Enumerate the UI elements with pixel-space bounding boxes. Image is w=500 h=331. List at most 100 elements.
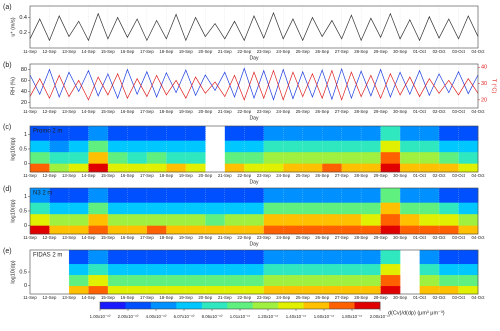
x-tick-label: 28-Sep — [354, 295, 368, 300]
x-tick-label: 13-Sep — [62, 235, 76, 240]
x-tick-label: 30-Sep — [393, 173, 407, 178]
heatmap-cell — [68, 188, 89, 203]
x-tick-label: 15-Sep — [101, 49, 115, 54]
heatmap-cell — [224, 151, 245, 164]
x-tick-label: 17-Sep — [140, 295, 154, 300]
x-tick-label: 02-Oct — [433, 235, 447, 240]
colorbar-tick-label: 1.80x10⁻¹⁷ — [342, 314, 363, 319]
heatmap-cell — [361, 202, 381, 215]
y-tick-label: 40 — [21, 89, 27, 95]
x-tick-label: 01-Oct — [413, 49, 427, 54]
heatmap-cell — [400, 140, 420, 153]
x-tick-label: 29-Sep — [374, 295, 388, 300]
heatmap-cell — [30, 225, 50, 235]
colorbar-tick-label: 2.00x10⁻¹⁷ — [370, 314, 391, 319]
heatmap-cell — [283, 263, 303, 276]
heatmap-cell — [107, 188, 128, 203]
heatmap-cell — [127, 263, 148, 276]
heatmap-cell — [361, 250, 381, 265]
heatmap-cell — [88, 163, 109, 173]
heatmap-cell — [419, 274, 440, 287]
colorbar-swatch — [100, 302, 126, 309]
heatmap-cell — [127, 151, 148, 164]
heatmap-cell — [107, 202, 128, 215]
x-tick-label: 20-Sep — [198, 109, 212, 114]
x-tick-label: 27-Sep — [335, 109, 349, 114]
heatmap-cell — [30, 202, 50, 215]
heatmap-cell — [283, 213, 303, 226]
heatmap-cell — [166, 225, 187, 235]
heatmap-cell — [302, 225, 323, 235]
x-tick-label: 21-Sep — [218, 235, 232, 240]
x-tick-label: 26-Sep — [315, 109, 329, 114]
heatmap-cell — [127, 202, 148, 215]
heatmap-cell — [30, 163, 50, 173]
colorbar-tick-label: 8.06x10⁻¹⁰ — [202, 314, 223, 319]
panel-label: (b) — [3, 62, 12, 69]
x-tick-label: 14-Sep — [82, 295, 96, 300]
heatmap-cell — [185, 285, 206, 295]
heatmap-cell — [88, 188, 109, 203]
x-tick-label: 22-Sep — [237, 49, 251, 54]
heatmap-cell — [30, 126, 50, 141]
heatmap-cell — [380, 140, 401, 153]
heatmap-cell — [283, 202, 303, 215]
x-tick-label: 19-Sep — [179, 49, 193, 54]
heatmap-cell — [341, 285, 362, 295]
heatmap-cell — [244, 202, 265, 215]
heatmap-cell — [419, 285, 440, 295]
x-tick-label: 27-Sep — [335, 173, 349, 178]
heatmap-cell — [341, 274, 362, 287]
x-tick-label: 12-Sep — [43, 109, 57, 114]
x-tick-label: 21-Sep — [218, 49, 232, 54]
heatmap-cell — [224, 274, 245, 287]
y-tick-label: 0.5 — [19, 146, 27, 152]
heatmap-cell — [107, 163, 128, 173]
x-tick-label: 25-Sep — [296, 49, 310, 54]
heatmap-cell — [439, 213, 459, 226]
y2-axis-label: T (°C) — [491, 79, 497, 94]
x-tick-label: 01-Oct — [413, 295, 427, 300]
x-tick-label: 21-Sep — [218, 173, 232, 178]
x-tick-label: 03-Oct — [452, 295, 466, 300]
heatmap-cell — [400, 225, 420, 235]
heatmap-cell — [244, 263, 265, 276]
x-tick-label: 27-Sep — [335, 295, 349, 300]
heatmap-cell — [127, 188, 148, 203]
heatmap-cell — [419, 163, 440, 173]
x-tick-label: 20-Sep — [198, 295, 212, 300]
heatmap-cell — [458, 202, 479, 215]
heatmap-cell — [322, 274, 342, 287]
heatmap-cell — [30, 188, 50, 203]
heatmap-cell — [166, 126, 187, 141]
heatmap-cell — [68, 140, 89, 153]
heatmap-cell — [205, 188, 226, 203]
colorbar-tick-label: 1.40x10⁻¹⁷ — [286, 314, 307, 319]
y-axis-label: RH (%) — [10, 77, 16, 95]
heatmap-cell — [244, 225, 265, 235]
heatmap-cell — [146, 225, 167, 235]
x-tick-label: 24-Sep — [276, 109, 290, 114]
x-tick-label: 12-Sep — [43, 173, 57, 178]
y-tick-label: 0.5 — [19, 269, 27, 275]
heatmap-cell — [400, 163, 420, 173]
heatmap-cell — [146, 263, 167, 276]
heatmap-cell — [283, 140, 303, 153]
heatmap-cell — [146, 285, 167, 295]
x-tick-label: 20-Sep — [198, 49, 212, 54]
heatmap-cell — [107, 274, 128, 287]
heatmap-cell — [361, 285, 381, 295]
heatmap-cell — [400, 213, 420, 226]
heatmap-cell — [49, 140, 70, 153]
heatmap-cell — [49, 151, 70, 164]
heatmap-cell — [166, 163, 187, 173]
heatmap-cell — [458, 285, 479, 295]
heatmap-cell — [166, 202, 187, 215]
x-tick-label: 12-Sep — [43, 295, 57, 300]
heatmap-cell — [88, 151, 109, 164]
heatmap-cell — [263, 126, 284, 141]
heatmap-cell — [185, 126, 206, 141]
heatmap-cell — [439, 202, 459, 215]
x-tick-label: 30-Sep — [393, 109, 407, 114]
heatmap-cell — [322, 202, 342, 215]
